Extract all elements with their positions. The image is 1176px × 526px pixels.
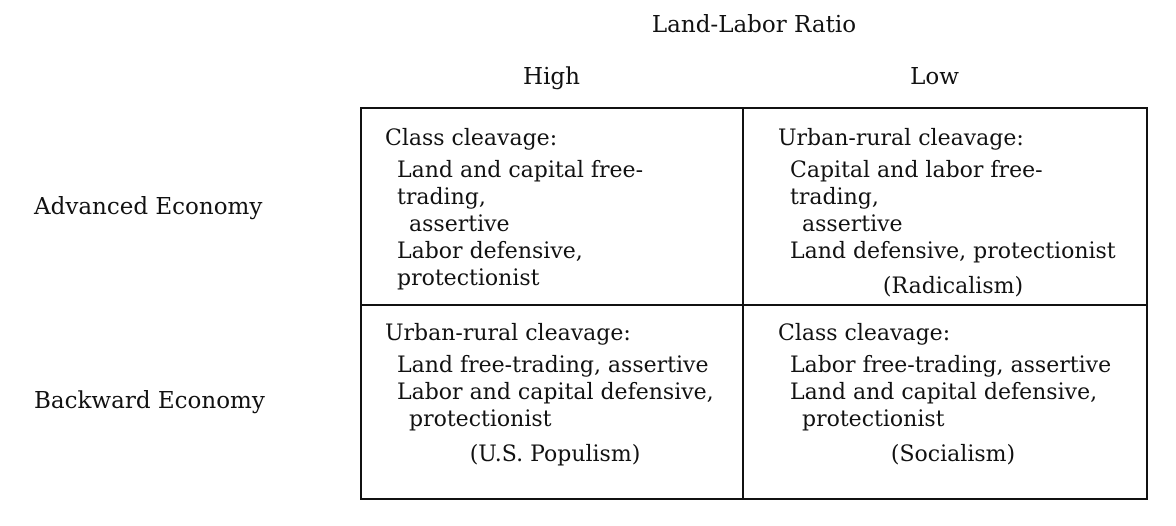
cell-line: assertive — [802, 212, 903, 237]
cell-line: Labor free-trading, assertive — [790, 353, 1112, 378]
cell-backward-high: Urban-rural cleavage: Land free-trading,… — [385, 320, 725, 468]
cell-title: Class cleavage: — [385, 126, 558, 151]
cell-line: Labor and capital defensive, — [397, 380, 714, 405]
cell-note: (Radicalism) — [882, 274, 1024, 299]
row-header-advanced-economy: Advanced Economy — [34, 194, 263, 220]
cell-title: Urban-rural cleavage: — [385, 321, 631, 346]
diagram-title: Land-Labor Ratio — [651, 12, 857, 38]
cell-backward-low: Class cleavage: Labor free-trading, asse… — [778, 320, 1128, 468]
cell-line: assertive — [409, 212, 510, 237]
cell-note: (Socialism) — [890, 442, 1016, 467]
cell-advanced-high: Class cleavage: Land and capital free-tr… — [385, 125, 725, 292]
cell-line: Land and capital defensive, — [790, 380, 1098, 405]
cell-line: protectionist — [802, 407, 945, 432]
column-header-high: High — [523, 64, 580, 90]
cell-advanced-low: Urban-rural cleavage: Capital and labor … — [778, 125, 1128, 300]
cell-line: protectionist — [409, 407, 552, 432]
cell-note: (U.S. Populism) — [469, 442, 641, 467]
cell-line: Land and capital free-trading, — [397, 158, 644, 210]
grid-vertical-divider — [742, 109, 744, 498]
cell-title: Class cleavage: — [778, 321, 951, 346]
cell-line: Land free-trading, assertive — [397, 353, 709, 378]
cell-title: Urban-rural cleavage: — [778, 126, 1024, 151]
column-header-low: Low — [910, 64, 959, 90]
cell-line: Capital and labor free-trading, — [790, 158, 1043, 210]
row-header-backward-economy: Backward Economy — [34, 388, 265, 414]
matrix-grid — [360, 107, 1148, 500]
grid-horizontal-divider — [362, 304, 1146, 306]
cell-line: Land defensive, protectionist — [790, 239, 1116, 264]
cell-line: Labor defensive, protectionist — [397, 239, 583, 291]
